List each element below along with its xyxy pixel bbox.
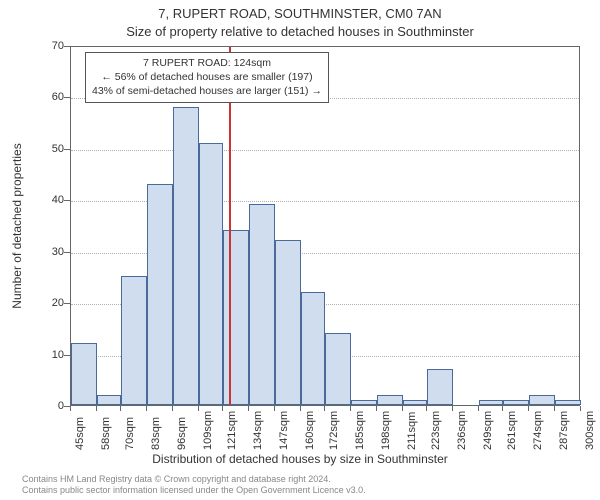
x-tick-label: 287sqm <box>558 411 570 450</box>
x-tick <box>172 406 173 411</box>
y-tick <box>64 355 70 356</box>
x-tick-label: 274sqm <box>532 411 544 450</box>
y-tick-label: 40 <box>34 194 64 206</box>
x-tick-label: 211sqm <box>406 412 418 450</box>
x-tick <box>198 406 199 411</box>
x-tick-label: 300sqm <box>584 411 596 450</box>
y-tick-label: 0 <box>34 400 64 412</box>
x-tick <box>248 406 249 411</box>
x-tick-label: 185sqm <box>354 411 366 450</box>
x-tick-label: 134sqm <box>252 411 264 450</box>
x-tick-label: 236sqm <box>456 411 468 450</box>
x-tick-label: 45sqm <box>74 417 86 450</box>
x-tick <box>222 406 223 411</box>
histogram-bar <box>199 143 223 405</box>
histogram-bar <box>275 240 301 405</box>
x-tick-label: 58sqm <box>100 417 112 450</box>
histogram-bar <box>147 184 173 405</box>
x-tick <box>502 406 503 411</box>
histogram-bar <box>479 400 503 405</box>
annotation-line3: 43% of semi-detached houses are larger (… <box>92 84 322 98</box>
x-tick <box>376 406 377 411</box>
chart-title-line2: Size of property relative to detached ho… <box>0 24 600 39</box>
x-tick-label: 96sqm <box>176 417 188 450</box>
x-tick <box>300 406 301 411</box>
x-tick <box>452 406 453 411</box>
x-tick-label: 249sqm <box>482 411 494 450</box>
y-tick-label: 70 <box>34 40 64 52</box>
x-tick <box>274 406 275 411</box>
histogram-bar <box>377 395 403 405</box>
footer-attribution: Contains HM Land Registry data © Crown c… <box>22 474 366 497</box>
x-tick-label: 261sqm <box>506 411 518 450</box>
histogram-bar <box>249 204 275 405</box>
histogram-bar <box>301 292 325 405</box>
chart-container: { "chart": { "type": "histogram", "title… <box>0 0 600 500</box>
histogram-bar <box>71 343 97 405</box>
y-tick-label: 50 <box>34 143 64 155</box>
annotation-box: 7 RUPERT ROAD: 124sqm ← 56% of detached … <box>85 52 329 103</box>
histogram-bar <box>97 395 121 405</box>
chart-title-line1: 7, RUPERT ROAD, SOUTHMINSTER, CM0 7AN <box>0 6 600 21</box>
x-tick <box>120 406 121 411</box>
histogram-bar <box>325 333 351 405</box>
histogram-bar <box>555 400 581 405</box>
y-tick <box>64 97 70 98</box>
x-tick <box>478 406 479 411</box>
x-tick <box>146 406 147 411</box>
y-tick <box>64 46 70 47</box>
y-tick-label: 10 <box>34 349 64 361</box>
y-tick <box>64 303 70 304</box>
x-tick-label: 160sqm <box>304 411 316 450</box>
x-tick-label: 223sqm <box>430 411 442 450</box>
x-tick <box>554 406 555 411</box>
x-tick-label: 83sqm <box>150 417 162 450</box>
x-tick <box>96 406 97 411</box>
annotation-line2: ← 56% of detached houses are smaller (19… <box>92 70 322 84</box>
histogram-bar <box>529 395 555 405</box>
x-tick <box>402 406 403 411</box>
x-tick-label: 70sqm <box>124 417 136 450</box>
y-tick-label: 20 <box>34 297 64 309</box>
x-tick-label: 121sqm <box>226 411 238 450</box>
gridline-h <box>71 150 579 151</box>
x-tick-label: 172sqm <box>328 411 340 450</box>
x-tick <box>324 406 325 411</box>
histogram-bar <box>503 400 529 405</box>
y-axis-label: Number of detached properties <box>10 143 24 308</box>
y-tick-label: 30 <box>34 246 64 258</box>
x-tick-label: 198sqm <box>380 411 392 450</box>
x-tick <box>350 406 351 411</box>
footer-line2: Contains public sector information licen… <box>22 485 366 496</box>
x-tick-label: 147sqm <box>278 411 290 450</box>
footer-line1: Contains HM Land Registry data © Crown c… <box>22 474 366 485</box>
x-tick <box>528 406 529 411</box>
x-tick <box>580 406 581 411</box>
x-axis-label: Distribution of detached houses by size … <box>0 452 600 466</box>
x-tick <box>426 406 427 411</box>
y-tick <box>64 149 70 150</box>
y-tick <box>64 252 70 253</box>
histogram-bar <box>427 369 453 405</box>
x-tick <box>70 406 71 411</box>
y-tick <box>64 200 70 201</box>
x-tick-label: 109sqm <box>202 411 214 450</box>
annotation-line1: 7 RUPERT ROAD: 124sqm <box>92 56 322 70</box>
histogram-bar <box>403 400 427 405</box>
histogram-bar <box>351 400 377 405</box>
histogram-bar <box>121 276 147 405</box>
y-tick-label: 60 <box>34 91 64 103</box>
histogram-bar <box>173 107 199 405</box>
histogram-bar <box>223 230 249 405</box>
